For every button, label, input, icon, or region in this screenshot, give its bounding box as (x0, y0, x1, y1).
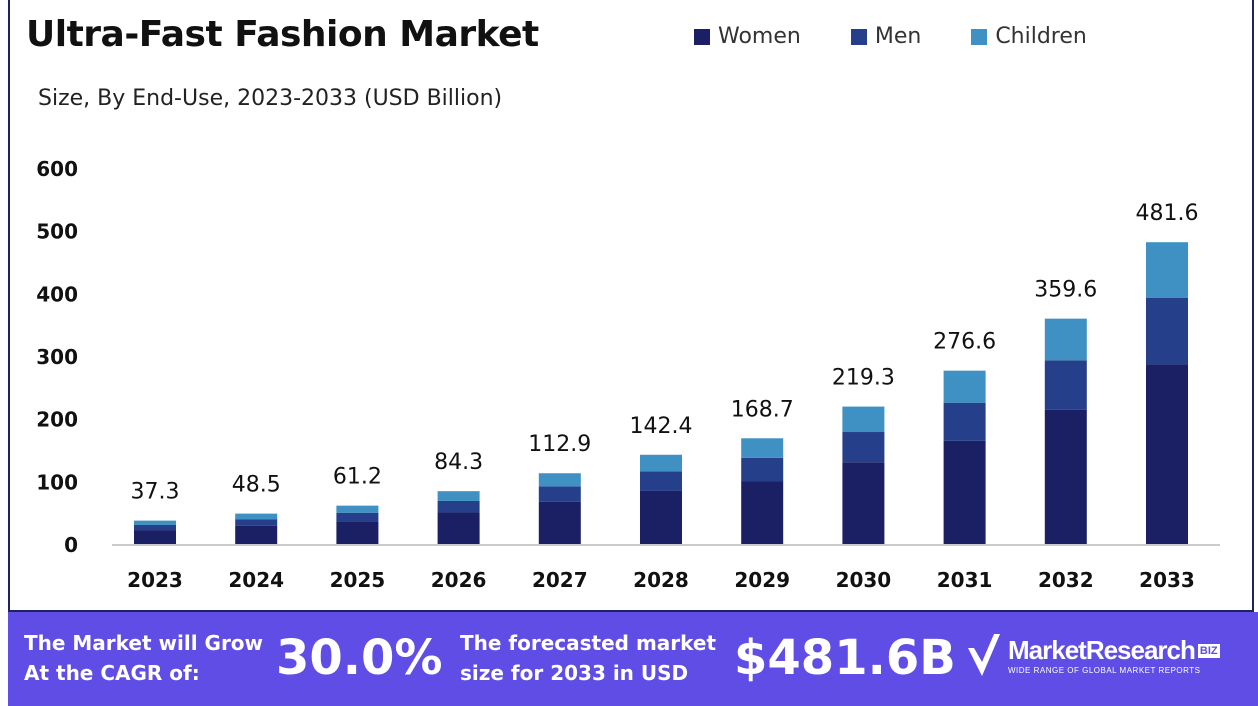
legend-label: Men (874, 24, 922, 49)
data-label: 84.3 (434, 450, 483, 475)
data-label: 112.9 (528, 432, 591, 457)
legend-children: Children (971, 24, 1087, 49)
x-tick-label: 2033 (1139, 568, 1195, 592)
bar-men (741, 457, 784, 482)
bar-women (842, 462, 885, 544)
x-tick-label: 2030 (836, 568, 892, 592)
data-label: 481.6 (1136, 201, 1199, 226)
cagr-caption-line2: At the CAGR of: (24, 661, 200, 685)
cagr-caption: The Market will Grow At the CAGR of: (24, 628, 263, 688)
bar-children (1044, 318, 1087, 361)
y-tick-label: 600 (36, 157, 78, 181)
bar-women (1044, 409, 1087, 544)
legend-women: Women (694, 24, 801, 49)
x-tick-label: 2031 (937, 568, 993, 592)
x-tick-label: 2025 (330, 568, 386, 592)
legend-men: Men (850, 24, 922, 49)
bar-men (336, 512, 379, 522)
forecast-caption: The forecasted market size for 2033 in US… (460, 628, 716, 688)
cagr-value: 30.0% (276, 630, 443, 686)
bar-men (640, 471, 682, 491)
x-tick-label: 2028 (633, 568, 689, 592)
bar-children (538, 473, 581, 487)
bar-men (235, 519, 278, 526)
summary-banner: The Market will Grow At the CAGR of: 30.0… (8, 612, 1258, 706)
legend-label: Children (995, 24, 1087, 49)
x-tick-label: 2027 (532, 568, 588, 592)
legend-swatch-women (694, 28, 710, 45)
bar-men (1044, 360, 1087, 410)
legend: Women Men Children (694, 24, 1087, 49)
forecast-caption-line1: The forecasted market (460, 631, 717, 655)
legend-label: Women (718, 24, 801, 49)
y-tick-label: 200 (36, 408, 78, 432)
bar-children (1146, 242, 1188, 298)
bar-men (134, 524, 176, 531)
legend-swatch-children (971, 28, 988, 45)
x-tick-label: 2026 (431, 568, 487, 592)
bar-women (943, 440, 986, 544)
chart-plot: 0 100 200 300 400 500 600 37.3 2023 48.5 2024 61.2 2… (36, 157, 1220, 592)
y-tick-label: 400 (36, 282, 78, 306)
bar-men (1146, 297, 1188, 365)
bar-children (741, 438, 784, 458)
data-label: 37.3 (131, 480, 180, 505)
x-tick-label: 2024 (228, 568, 284, 592)
y-tick-label: 0 (64, 533, 78, 557)
chart-title: Ultra-Fast Fashion Market (26, 14, 539, 55)
bar-men (437, 500, 480, 513)
bar-women (437, 512, 480, 544)
bar-men (943, 402, 986, 441)
data-label: 168.7 (731, 397, 794, 422)
checkmark-logo-icon (968, 634, 1000, 676)
data-label: 61.2 (333, 465, 382, 490)
bar-women (640, 490, 682, 544)
logo-name: MarketResearch (1008, 635, 1196, 665)
bar-men (538, 486, 581, 502)
bar-women (336, 521, 379, 544)
logo-badge: BIZ (1197, 643, 1220, 658)
logo-tagline: WIDE RANGE OF GLOBAL MARKET REPORTS (1008, 666, 1201, 675)
bar-men (842, 432, 885, 463)
cagr-caption-line1: The Market will Grow (24, 631, 264, 655)
bar-children (235, 513, 278, 520)
bar-children (437, 491, 480, 501)
marketresearch-logo: MarketResearch BIZ WIDE RANGE OF GLOBAL M… (966, 630, 1250, 680)
forecast-value: $481.6B (734, 630, 956, 686)
bar-women (134, 530, 176, 544)
data-label: 276.6 (933, 330, 996, 355)
chart-frame (8, 0, 1254, 612)
bar-children (336, 505, 379, 513)
data-label: 48.5 (232, 473, 281, 498)
bar-children (943, 370, 986, 403)
bar-women (538, 501, 581, 544)
legend-swatch-men (850, 28, 867, 45)
x-tick-label: 2023 (127, 568, 183, 592)
bar-women (235, 525, 278, 544)
y-tick-label: 500 (36, 220, 78, 244)
bar-children (640, 454, 682, 472)
data-label: 142.4 (630, 414, 693, 439)
bar-women (741, 481, 784, 544)
x-tick-label: 2032 (1038, 568, 1094, 592)
y-tick-label: 100 (36, 470, 78, 494)
bar-children (134, 520, 176, 525)
chart-subtitle: Size, By End-Use, 2023-2033 (USD Billion… (38, 86, 503, 111)
forecast-caption-line2: size for 2033 in USD (460, 661, 689, 685)
bar-women (1146, 364, 1188, 544)
x-tick-label: 2029 (734, 568, 790, 592)
bar-children (842, 406, 885, 433)
y-tick-label: 300 (36, 345, 78, 369)
data-label: 219.3 (832, 366, 895, 391)
data-label: 359.6 (1034, 278, 1097, 303)
